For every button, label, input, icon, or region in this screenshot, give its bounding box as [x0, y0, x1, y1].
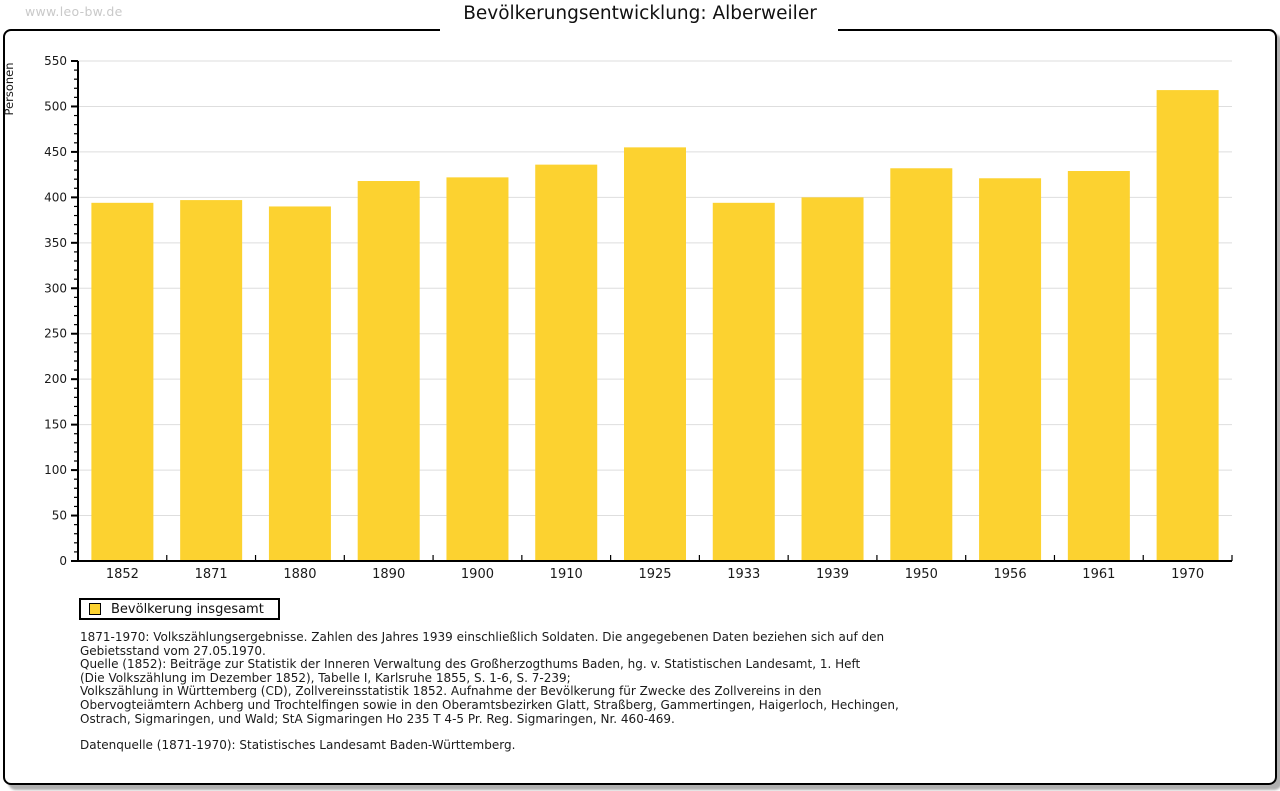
- bar: [268, 206, 331, 562]
- x-tick-label: 1939: [816, 567, 849, 582]
- footnote-line: 1871-1970: Volkszählungsergebnisse. Zahl…: [80, 630, 885, 644]
- y-tick-label: 350: [44, 236, 67, 250]
- data-source-line: Datenquelle (1871-1970): Statistisches L…: [80, 738, 516, 752]
- x-tick-label: 1900: [461, 567, 494, 582]
- x-tick-label: 1933: [727, 567, 760, 582]
- bar: [1156, 90, 1219, 561]
- frame-gap: [440, 26, 838, 34]
- bar: [890, 168, 953, 562]
- y-tick-label: 550: [44, 54, 67, 68]
- y-tick-label: 450: [44, 145, 67, 159]
- legend-swatch: [89, 603, 101, 615]
- footnote-line: Gebietsstand vom 27.05.1970.: [80, 643, 266, 658]
- footnote-line: Ostrach, Sigmaringen, und Wald; StA Sigm…: [80, 711, 675, 726]
- y-tick-label: 0: [59, 554, 67, 568]
- bar: [535, 164, 598, 562]
- y-tick-label: 100: [44, 463, 67, 477]
- y-tick-label: 200: [44, 372, 67, 386]
- y-tick-label: 50: [52, 509, 67, 523]
- y-tick-label: 300: [44, 281, 67, 295]
- y-tick-label: 150: [44, 418, 67, 432]
- x-tick-label: 1961: [1082, 567, 1115, 582]
- footnote-line: Volkszählung in Württemberg (CD), Zollve…: [80, 684, 822, 699]
- y-tick-label: 500: [44, 99, 67, 113]
- y-axis-label: Personen: [2, 62, 16, 115]
- y-tick-label: 250: [44, 327, 67, 341]
- x-tick-label: 1970: [1171, 567, 1204, 582]
- footnotes: 1871-1970: Volkszählungsergebnisse. Zahl…: [80, 630, 899, 726]
- footnote-line: Obervogteiämtern Achberg und Trochtelfin…: [80, 697, 899, 712]
- x-tick-label: 1925: [638, 567, 671, 582]
- bar: [446, 177, 509, 561]
- bar: [624, 147, 686, 561]
- x-tick-label: 1880: [283, 567, 316, 582]
- legend-label: Bevölkerung insgesamt: [111, 601, 264, 617]
- site-watermark: www.leo-bw.de: [25, 4, 123, 19]
- bar: [91, 202, 154, 561]
- footnote-line: Quelle (1852): Beiträge zur Statistik de…: [80, 657, 861, 672]
- x-tick-label: 1852: [106, 567, 139, 582]
- legend: Bevölkerung insgesamt: [79, 598, 280, 620]
- bar: [357, 181, 420, 561]
- bar: [979, 178, 1042, 562]
- x-tick-label: 1910: [550, 567, 583, 582]
- bar: [801, 197, 864, 561]
- bar-chart: 0 50 100 150 200 250 300 350 400 450 500 550 1852 187…: [2, 54, 1233, 582]
- x-tick-label: 1871: [195, 567, 228, 582]
- bar: [712, 202, 775, 561]
- page-title: Bevölkerungsentwicklung: Alberweiler: [463, 3, 817, 24]
- bar: [1067, 171, 1130, 561]
- x-tick-label: 1950: [905, 567, 938, 582]
- x-tick-label: 1956: [994, 567, 1027, 582]
- footnote-line: (Die Volkszählung im Dezember 1852), Tab…: [80, 670, 571, 685]
- x-tick-label: 1890: [372, 567, 405, 582]
- bar: [180, 200, 243, 561]
- y-tick-label: 400: [44, 190, 67, 204]
